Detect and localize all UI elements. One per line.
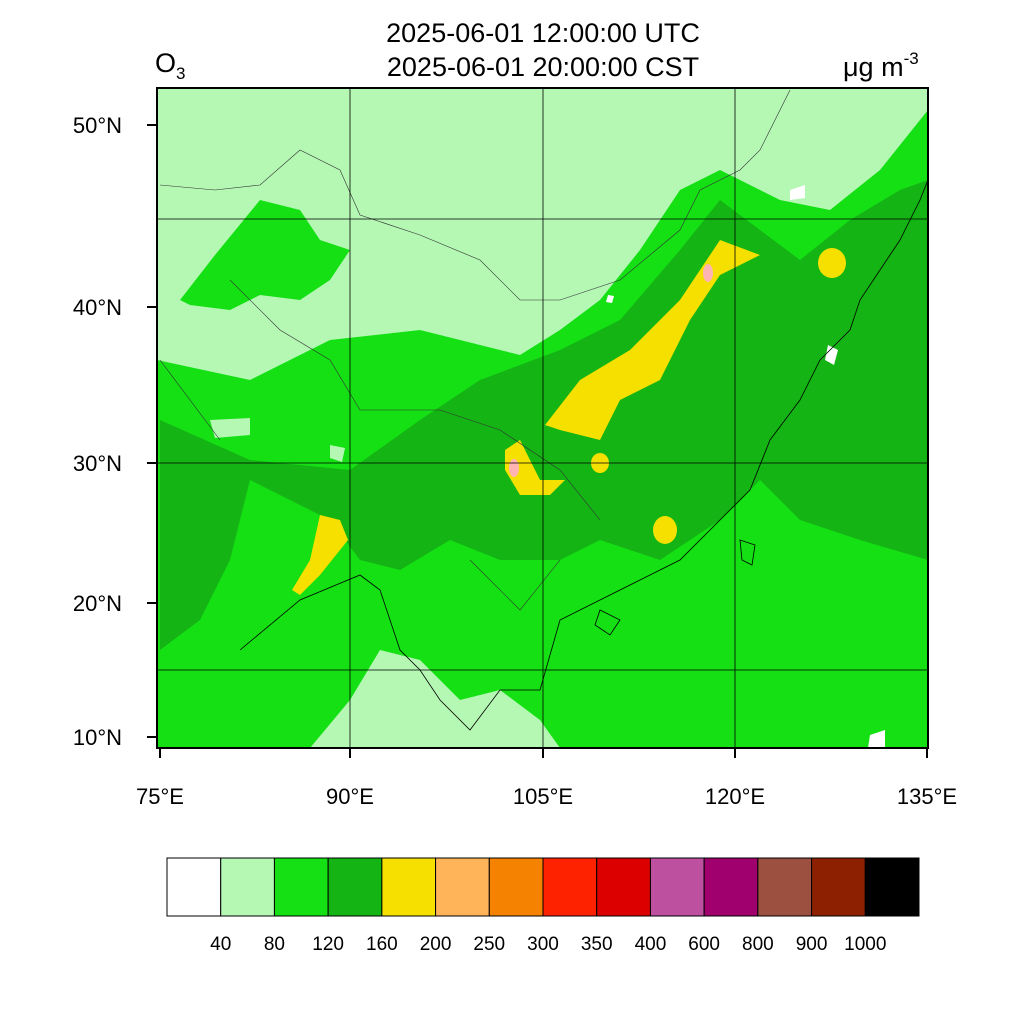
colorbar-label: 900	[796, 934, 828, 955]
lat-label: 30°N	[73, 451, 122, 476]
colorbar-label: 400	[635, 934, 667, 955]
field-region	[180, 200, 350, 310]
colorbar-box	[811, 857, 866, 917]
colorbar-box	[703, 857, 759, 917]
map-field	[157, 88, 928, 748]
field-region	[210, 418, 345, 462]
unit-superscript: -3	[904, 49, 919, 68]
colorbar-label: 300	[527, 934, 559, 955]
colorbar-label: 40	[210, 934, 231, 955]
unit-base: μg m	[843, 52, 904, 82]
colorbar-label: 120	[312, 934, 344, 955]
lat-label: 10°N	[73, 725, 122, 750]
variable-subscript: 3	[176, 64, 185, 83]
colorbar-label: 160	[366, 934, 398, 955]
lat-label: 20°N	[73, 591, 122, 616]
colorbar-box	[542, 857, 598, 917]
colorbar-box	[435, 857, 490, 917]
colorbar-box	[649, 857, 705, 917]
colorbar-box	[166, 857, 222, 917]
colorbar: 40 80 120 160 200 250 300 350 400 600 800 900 1000	[166, 857, 920, 955]
lon-label: 90°E	[326, 784, 374, 809]
colorbar-label: 80	[264, 934, 285, 955]
coastline	[239, 179, 928, 731]
ticks	[147, 124, 928, 758]
border	[159, 89, 791, 611]
colorbar-box	[327, 857, 383, 917]
colorbar-box	[488, 857, 544, 917]
colorbar-box	[381, 857, 437, 917]
field-region	[545, 240, 760, 440]
colorbar-box	[757, 857, 813, 917]
variable-base: O	[155, 48, 176, 78]
lat-label: 50°N	[73, 113, 122, 138]
colorbar-label: 350	[581, 934, 613, 955]
variable-label: O3	[155, 48, 185, 83]
lon-label: 105°E	[513, 784, 573, 809]
colorbar-label: 250	[473, 934, 505, 955]
colorbar-label: 800	[742, 934, 774, 955]
field-region	[160, 180, 928, 650]
colorbar-label: 1000	[844, 934, 886, 955]
graticule	[157, 88, 928, 748]
lon-label: 75°E	[136, 784, 184, 809]
colorbar-box	[864, 857, 920, 917]
lon-label: 135°E	[897, 784, 957, 809]
colorbar-box	[273, 857, 329, 917]
field-region	[292, 515, 348, 595]
field-region	[653, 516, 677, 544]
field-region	[505, 440, 565, 495]
field-region	[509, 459, 519, 477]
lon-label: 120°E	[705, 784, 765, 809]
colorbar-box	[596, 857, 651, 917]
title-line: 2025-06-01 20:00:00 CST	[387, 52, 699, 82]
colorbar-label: 200	[420, 934, 452, 955]
field-region	[818, 248, 846, 278]
lat-label: 40°N	[73, 295, 122, 320]
field-region	[703, 264, 713, 282]
colorbar-label: 600	[688, 934, 720, 955]
unit-label: μg m-3	[843, 49, 919, 82]
colorbar-box	[220, 857, 275, 917]
map: 50°N 40°N 30°N 20°N 10°N 75°E 90°E 105°E…	[73, 87, 957, 809]
title-line: 2025-06-01 12:00:00 UTC	[386, 18, 700, 48]
